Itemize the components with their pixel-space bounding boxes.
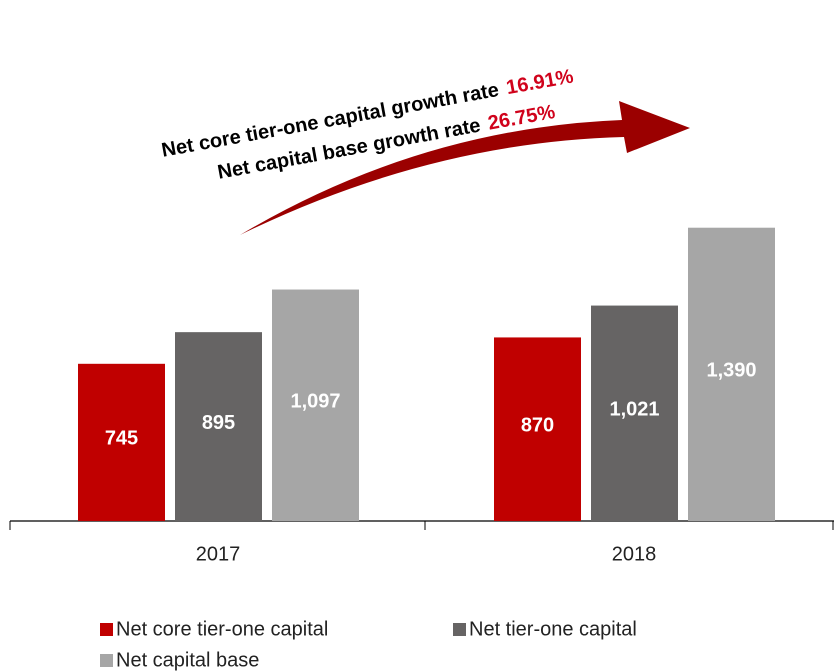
bar: [272, 289, 359, 521]
x-tick-label: 2018: [612, 543, 657, 565]
bar: [78, 363, 165, 521]
value-label: 1,097: [290, 391, 340, 413]
x-tick-label: 2017: [196, 543, 241, 565]
legend-swatch: [100, 654, 113, 667]
legend-label: Net capital base: [116, 649, 259, 671]
growth-arrow: [240, 101, 690, 235]
value-label: 870: [521, 414, 554, 436]
annotation-value: 16.91%: [505, 66, 576, 100]
value-label: 745: [105, 428, 138, 450]
legend-label: Net core tier-one capital: [116, 618, 328, 640]
legend-swatch: [100, 623, 113, 636]
legend-label: Net tier-one capital: [469, 618, 637, 640]
bar: [175, 332, 262, 521]
value-label: 1,021: [609, 399, 659, 421]
value-label: 1,390: [706, 360, 756, 382]
bar: [591, 305, 678, 521]
bar: [494, 337, 581, 521]
value-label: 895: [202, 412, 235, 434]
legend-swatch: [453, 623, 466, 636]
bar: [688, 227, 775, 521]
